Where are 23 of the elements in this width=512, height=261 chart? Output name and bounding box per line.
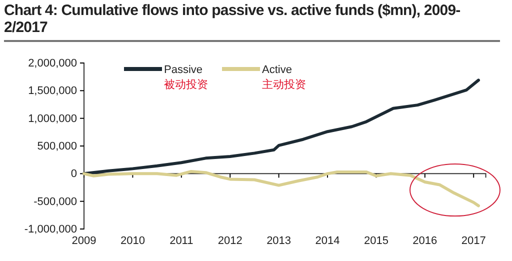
y-tick-label: -1,000,000 xyxy=(24,224,77,236)
line-series xyxy=(82,78,480,176)
legend-label: Passive xyxy=(164,64,203,76)
x-tick-label: 2017 xyxy=(461,234,486,247)
chart-title: Chart 4: Cumulative flows into passive vs. active funds ($mn), 2009-2/2017 xyxy=(4,2,462,36)
annotation: 主动投资 xyxy=(262,78,306,91)
y-tick-label: 1,000,000 xyxy=(28,112,77,125)
x-tick-label: 2011 xyxy=(170,234,194,247)
legend-label: Active xyxy=(262,64,292,76)
line-series xyxy=(82,170,480,208)
y-tick-label: -500,000 xyxy=(34,196,77,208)
y-tick-label: 1,500,000 xyxy=(28,85,77,98)
x-tick-label: 2012 xyxy=(218,234,242,247)
y-tick-label: 2,000,000 xyxy=(28,58,77,70)
x-tick-label: 2010 xyxy=(120,234,145,247)
x-tick-label: 2015 xyxy=(364,234,388,247)
x-tick-label: 2013 xyxy=(266,234,292,247)
y-tick-label: 0 xyxy=(70,168,77,180)
x-tick-label: 2009 xyxy=(72,234,96,247)
y-tick-label: 500,000 xyxy=(37,140,77,153)
x-tick-label: 2014 xyxy=(315,234,340,247)
annotation: 被动投资 xyxy=(164,78,208,91)
x-tick-label: 2016 xyxy=(412,234,438,247)
